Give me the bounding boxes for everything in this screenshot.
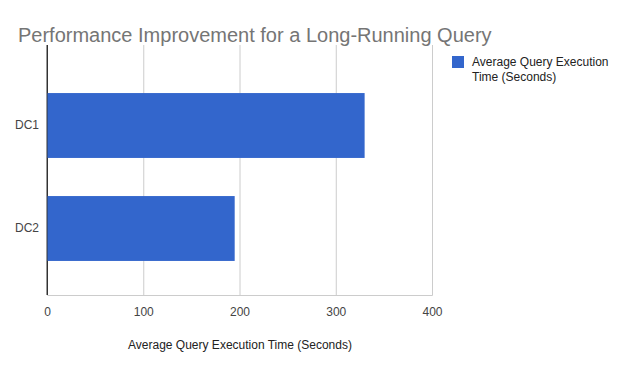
x-tick-label: 0 (44, 305, 51, 319)
grid-line (432, 45, 433, 295)
value-axis-baseline (47, 45, 48, 295)
y-tick: DC2 (15, 221, 39, 235)
x-tick: 400 (422, 45, 442, 319)
y-tick-label: DC1 (15, 118, 39, 132)
legend-label-line: Average Query Execution (472, 55, 609, 69)
bar (47, 196, 235, 261)
legend-label-line: Time (Seconds) (472, 70, 556, 84)
x-tick-label: 100 (134, 305, 154, 319)
grid-line (336, 45, 337, 295)
y-tick-label: DC2 (15, 221, 39, 235)
chart-title: Performance Improvement for a Long-Runni… (18, 24, 492, 46)
legend-label: Average Query ExecutionTime (Seconds) (472, 55, 609, 84)
x-tick: 200 (230, 45, 250, 319)
bar (47, 93, 365, 158)
chart-container: Performance Improvement for a Long-Runni… (0, 0, 628, 371)
x-tick: 100 (134, 45, 154, 319)
x-tick-label: 400 (422, 305, 442, 319)
bars (47, 93, 365, 261)
chart-svg: Performance Improvement for a Long-Runni… (0, 0, 628, 371)
x-tick: 300 (326, 45, 346, 319)
x-axis-title: Average Query Execution Time (Seconds) (128, 338, 352, 352)
x-tick-label: 300 (326, 305, 346, 319)
x-axis: 0 100 200 300 400 (44, 45, 443, 319)
y-tick: DC1 (15, 118, 39, 132)
x-tick: 0 (44, 45, 51, 319)
grid-line (240, 45, 241, 295)
x-axis-line (48, 45, 433, 296)
legend-item: Average Query ExecutionTime (Seconds) (452, 55, 609, 84)
x-tick-label: 200 (230, 305, 250, 319)
legend-swatch (452, 56, 464, 68)
y-axis: DC1 DC2 (15, 118, 39, 235)
